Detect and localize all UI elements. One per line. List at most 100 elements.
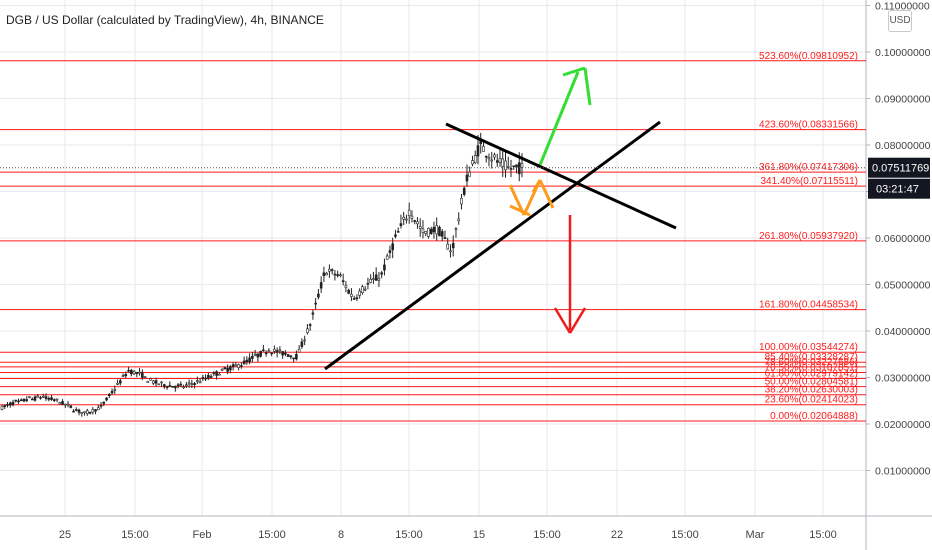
y-tick-label: 0.10000000 [875,47,931,59]
candle-body [108,393,111,396]
candle-body [385,255,389,260]
candle-body [231,364,235,368]
candle-body [127,369,130,372]
candle-body [119,380,122,384]
candle-body [336,274,339,276]
fib-label: 423.60%(0.08331566) [759,120,858,131]
fib-label: 161.80%(0.04458534) [759,300,858,311]
candle-body [85,410,89,414]
orange-arrow-head [509,204,531,217]
candle-body [396,231,400,233]
x-tick-label: 15:00 [121,529,149,541]
candle-body [130,369,133,375]
candle-body [446,243,450,250]
candle-body [438,226,441,237]
orange-arrow-head [531,179,542,193]
candle-body [484,155,488,158]
candle-body [380,272,383,275]
candle-body [328,268,331,272]
x-tick-label: 15:00 [671,529,699,541]
candle-body [517,162,521,175]
candle-body [171,386,174,388]
fib-label: 85.40%(0.03328287) [765,352,858,363]
candle-body [451,243,455,249]
candle-body [440,231,444,237]
candle-body [325,273,328,276]
candle-body [432,227,436,233]
candle-body [253,353,257,356]
candle-body [319,282,323,289]
candle-body [473,155,477,163]
candle-body [223,367,227,370]
candle-body [355,297,359,299]
y-tick-label: 0.06000000 [875,233,931,245]
candle-body [91,409,95,413]
y-tick-label: 0.05000000 [875,280,931,292]
candle-body [226,367,229,372]
candle-body [17,400,20,403]
candle-body [30,398,34,401]
fib-label: 100.00%(0.03544274) [759,342,858,353]
candle-body [193,383,196,386]
candle-body [410,215,414,219]
candle-body [314,302,317,305]
candle-body [141,372,144,378]
candle-body [6,404,9,406]
fib-label: 70.50%(0.03107851) [765,362,858,373]
candle-body [105,397,108,401]
currency-button[interactable]: USD [888,10,912,32]
candle-body [366,282,370,285]
candle-body [94,409,97,412]
candle-body [460,197,463,205]
candle-body [149,378,152,381]
candle-body [240,365,243,367]
candle-body [218,373,221,376]
candle-body [207,374,210,379]
bull-arrow-shaft [538,71,580,166]
candle-body [270,352,273,355]
candle-body [135,372,139,374]
bull-arrow-head [562,66,586,77]
candle-body [468,171,472,177]
ascending-trendline [324,120,661,371]
candle-body [187,382,191,385]
candle-body [234,364,238,367]
candle-body [96,407,100,411]
candle-body [308,324,312,326]
bear-arrow-head [553,307,572,334]
candle-body [435,225,439,235]
candle-body [341,280,345,282]
candle-body [215,371,218,376]
candle-body [3,405,7,407]
candle-body [330,269,334,272]
candle-body [174,386,177,389]
fib-label: 523.60%(0.09810952) [759,51,858,62]
x-tick-label: 15:00 [258,529,286,541]
fib-label: 50.00%(0.02804581) [765,377,858,388]
candle-body [28,396,31,398]
candle-body [344,285,348,288]
candle-body [143,376,147,378]
candle-body [182,386,185,389]
candle-body [418,226,422,229]
candle-body [154,380,158,384]
bull-arrow-head [583,67,592,106]
candle-body [487,157,491,160]
candle-body [515,164,518,168]
x-tick-label: 15 [473,529,485,541]
candle-body [72,410,75,413]
candle-body [264,352,268,355]
candle-body [237,364,240,368]
candle-body [520,163,524,168]
candle-body [429,228,433,234]
candle-body [311,312,315,315]
candle-body [0,405,4,410]
candle-body [465,174,469,182]
candle-body [457,218,461,222]
descending-trendline [445,122,677,230]
candle-body [99,405,103,407]
candle-body [421,228,425,233]
candle-body [405,218,408,221]
y-tick-label: 0.09000000 [875,94,931,106]
